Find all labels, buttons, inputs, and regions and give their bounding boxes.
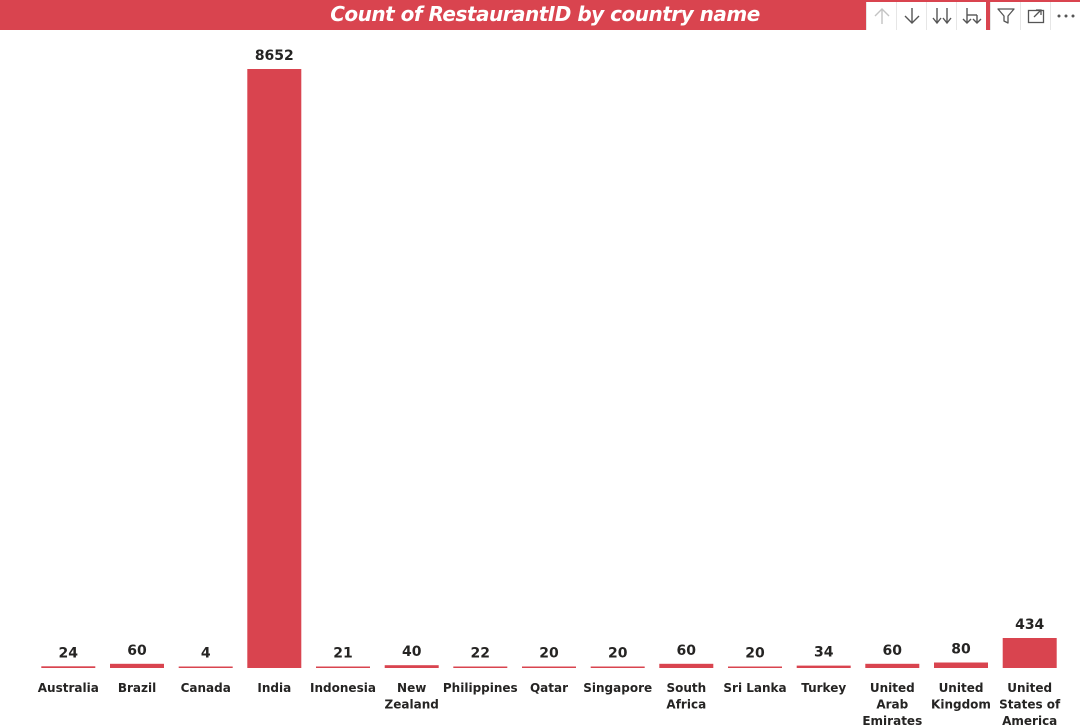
data-label-united-states-of-america: 434 (1015, 617, 1044, 633)
data-label-qatar: 20 (539, 646, 559, 662)
x-tick-label-united-states-of-america: United States of America (999, 681, 1061, 727)
data-label-new-zealand: 40 (402, 644, 422, 660)
x-tick-label-sri-lanka: Sri Lanka (723, 681, 786, 695)
x-tick-label-brazil: Brazil (118, 681, 156, 695)
focus-mode-icon (1027, 9, 1044, 24)
x-tick-label-singapore: Singapore (583, 681, 652, 695)
bar-philippines[interactable] (453, 666, 508, 669)
data-label-philippines: 22 (471, 646, 490, 662)
visual-header-toolbar (866, 2, 1080, 30)
x-tick-label-india: India (257, 681, 291, 695)
data-label-australia: 24 (59, 645, 79, 661)
x-tick-label-philippines: Philippines (443, 681, 518, 695)
data-label-india: 8652 (255, 48, 294, 64)
filter-button[interactable] (990, 2, 1020, 30)
bar-indonesia[interactable] (316, 666, 370, 669)
drill-up-button[interactable] (866, 2, 896, 30)
x-tick-label-qatar: Qatar (530, 681, 568, 695)
x-tick-label-new-zealand: New Zealand (385, 681, 439, 712)
bar-canada[interactable] (178, 666, 233, 669)
bar-united-states-of-america[interactable] (1002, 638, 1057, 668)
bar-turkey[interactable] (796, 665, 851, 668)
data-label-turkey: 34 (814, 645, 834, 661)
chart-title: Count of RestaurantID by country name (330, 2, 760, 26)
x-tick-label-canada: Canada (181, 681, 231, 695)
x-tick-label-australia: Australia (38, 681, 99, 695)
expand-next-level-icon (931, 8, 952, 25)
data-label-united-arab-emirates: 60 (883, 643, 903, 659)
bar-india[interactable] (247, 69, 302, 668)
x-tick-label-united-kingdom: United Kingdom (931, 681, 991, 712)
data-label-sri-lanka: 20 (745, 646, 765, 662)
bar-united-arab-emirates[interactable] (865, 663, 920, 668)
focus-mode-button[interactable] (1020, 2, 1050, 30)
bar-sri-lanka[interactable] (728, 666, 782, 669)
more-options-button[interactable] (1050, 2, 1080, 30)
expand-next-level-button[interactable] (926, 2, 956, 30)
bar-new-zealand[interactable] (384, 665, 439, 668)
filter-icon (996, 8, 1015, 24)
x-tick-label-indonesia: Indonesia (310, 681, 376, 695)
data-label-south-africa: 60 (677, 643, 697, 659)
drill-up-icon (874, 8, 889, 24)
drill-down-icon (904, 8, 919, 24)
data-label-singapore: 20 (608, 646, 628, 662)
bar-brazil[interactable] (110, 663, 164, 668)
x-tick-label-united-arab-emirates: United Arab Emirates (862, 681, 922, 727)
data-label-united-kingdom: 80 (951, 642, 971, 658)
data-label-canada: 4 (201, 646, 211, 662)
bar-united-kingdom[interactable] (934, 662, 988, 669)
expand-all-down-button[interactable] (956, 2, 986, 30)
bar-australia[interactable] (41, 666, 96, 668)
expand-all-down-icon (962, 8, 981, 24)
more-options-icon (1057, 14, 1074, 18)
bar-south-africa[interactable] (659, 663, 714, 668)
bar-singapore[interactable] (590, 666, 645, 669)
drill-down-button[interactable] (896, 2, 926, 30)
x-tick-label-turkey: Turkey (801, 681, 846, 695)
x-tick-label-south-africa: South Africa (666, 681, 706, 712)
data-label-indonesia: 21 (333, 646, 352, 662)
bar-qatar[interactable] (522, 666, 576, 669)
data-label-brazil: 60 (127, 643, 147, 659)
